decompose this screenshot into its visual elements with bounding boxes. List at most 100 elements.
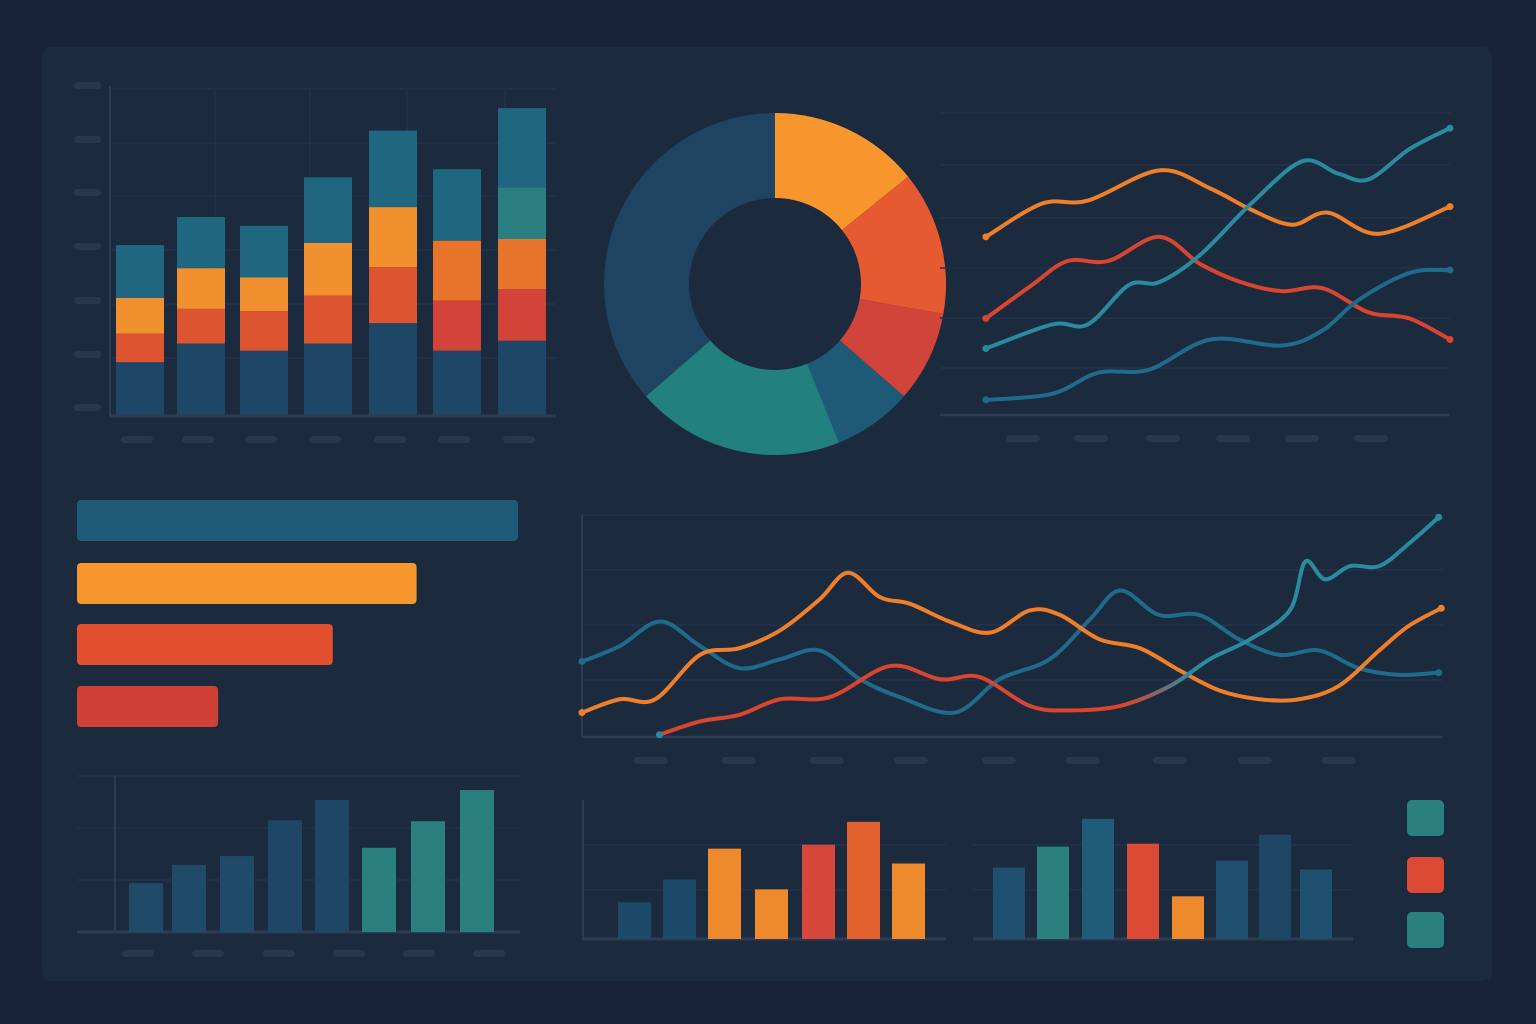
y-tick-placeholder [74,82,101,89]
series-endpoint [1446,266,1454,274]
horizontal-bar [77,686,219,727]
bar-segment [433,300,481,351]
x-tick-placeholder [1006,435,1040,442]
bar [129,883,163,932]
bar-segment [116,297,164,334]
series-endpoint [982,345,990,353]
bar-segment [498,340,546,415]
donut-chart [604,113,946,455]
x-tick-placeholder [438,436,470,443]
legend [1407,800,1444,948]
bar-segment [369,207,417,268]
bar-segment [369,267,417,324]
x-tick-placeholder [1216,435,1250,442]
x-tick-placeholder [182,436,214,443]
x-tick-placeholder [309,436,341,443]
horizontal-bar [77,500,518,541]
bar [993,867,1025,939]
bar-segment [177,308,225,344]
bar [411,821,445,932]
series-endpoint [655,731,663,739]
line-chart-middle [578,513,1445,764]
legend-swatch [1407,800,1444,836]
series-line [580,588,1441,715]
bar-chart-bottom-middle [582,800,946,941]
bar [1259,834,1291,939]
donut-slice [807,340,904,443]
x-tick-placeholder [634,757,668,764]
bar-segment [498,239,546,290]
x-tick-placeholder [1146,435,1180,442]
bar-segment [177,217,225,269]
bar [1300,869,1332,939]
bar-segment [369,130,417,208]
bar [315,799,349,932]
x-tick-placeholder [1066,757,1100,764]
bar [618,902,651,939]
x-tick-placeholder [1153,757,1187,764]
bar-segment [116,245,164,298]
x-tick-placeholder [403,950,435,957]
bar [708,848,741,939]
x-tick-placeholder [810,757,844,764]
series-endpoint [1437,604,1445,612]
x-tick-placeholder [122,950,154,957]
x-tick-placeholder [1322,757,1356,764]
bar [1172,896,1204,939]
bar [268,820,302,932]
bar-chart-bottom-left [77,775,520,957]
charts-layer [74,82,1454,957]
bar-segment [304,177,352,243]
bar [1216,860,1248,939]
donut-slice [841,176,946,314]
series-endpoint [982,314,990,322]
donut-slice [775,113,909,231]
y-tick-placeholder [74,404,101,411]
x-tick-placeholder [982,757,1016,764]
bar [663,879,696,939]
bar [460,790,494,932]
bar [802,844,835,939]
bar-segment [433,350,481,415]
y-tick-placeholder [74,136,101,143]
series-endpoint [1446,203,1454,211]
horizontal-bar [77,563,417,604]
horizontal-bar-chart [77,500,518,727]
y-tick-placeholder [74,297,101,304]
bar [362,847,396,932]
series-endpoint [982,233,990,241]
legend-swatch [1407,857,1444,893]
x-tick-placeholder [263,950,295,957]
series-endpoint [578,658,586,666]
bar-segment [177,268,225,309]
x-tick-placeholder [333,950,365,957]
series-line [983,126,1452,351]
series-line [983,267,1452,402]
donut-slice [646,340,839,455]
series-endpoint [1446,336,1454,343]
series-line [983,168,1452,239]
bar-segment [116,362,164,415]
legend-swatch [1407,912,1444,948]
series-line [580,570,1444,715]
bar-segment [304,343,352,415]
bar-chart-bottom-right [973,818,1353,941]
series-endpoint [578,709,586,717]
x-tick-placeholder [1354,435,1388,442]
line-chart-top [940,112,1454,442]
bar-segment [433,169,481,241]
bar-segment [240,277,288,312]
bar-segment [240,225,288,278]
y-tick-placeholder [74,243,101,250]
x-tick-placeholder [1238,757,1272,764]
series-endpoint [982,396,990,404]
donut-slice [839,299,944,397]
bar [1082,818,1114,939]
series-endpoint [1435,513,1443,521]
bar-segment [116,333,164,363]
horizontal-bar [77,624,333,665]
x-tick-placeholder [1074,435,1108,442]
x-tick-placeholder [503,436,535,443]
bar-segment [498,289,546,341]
